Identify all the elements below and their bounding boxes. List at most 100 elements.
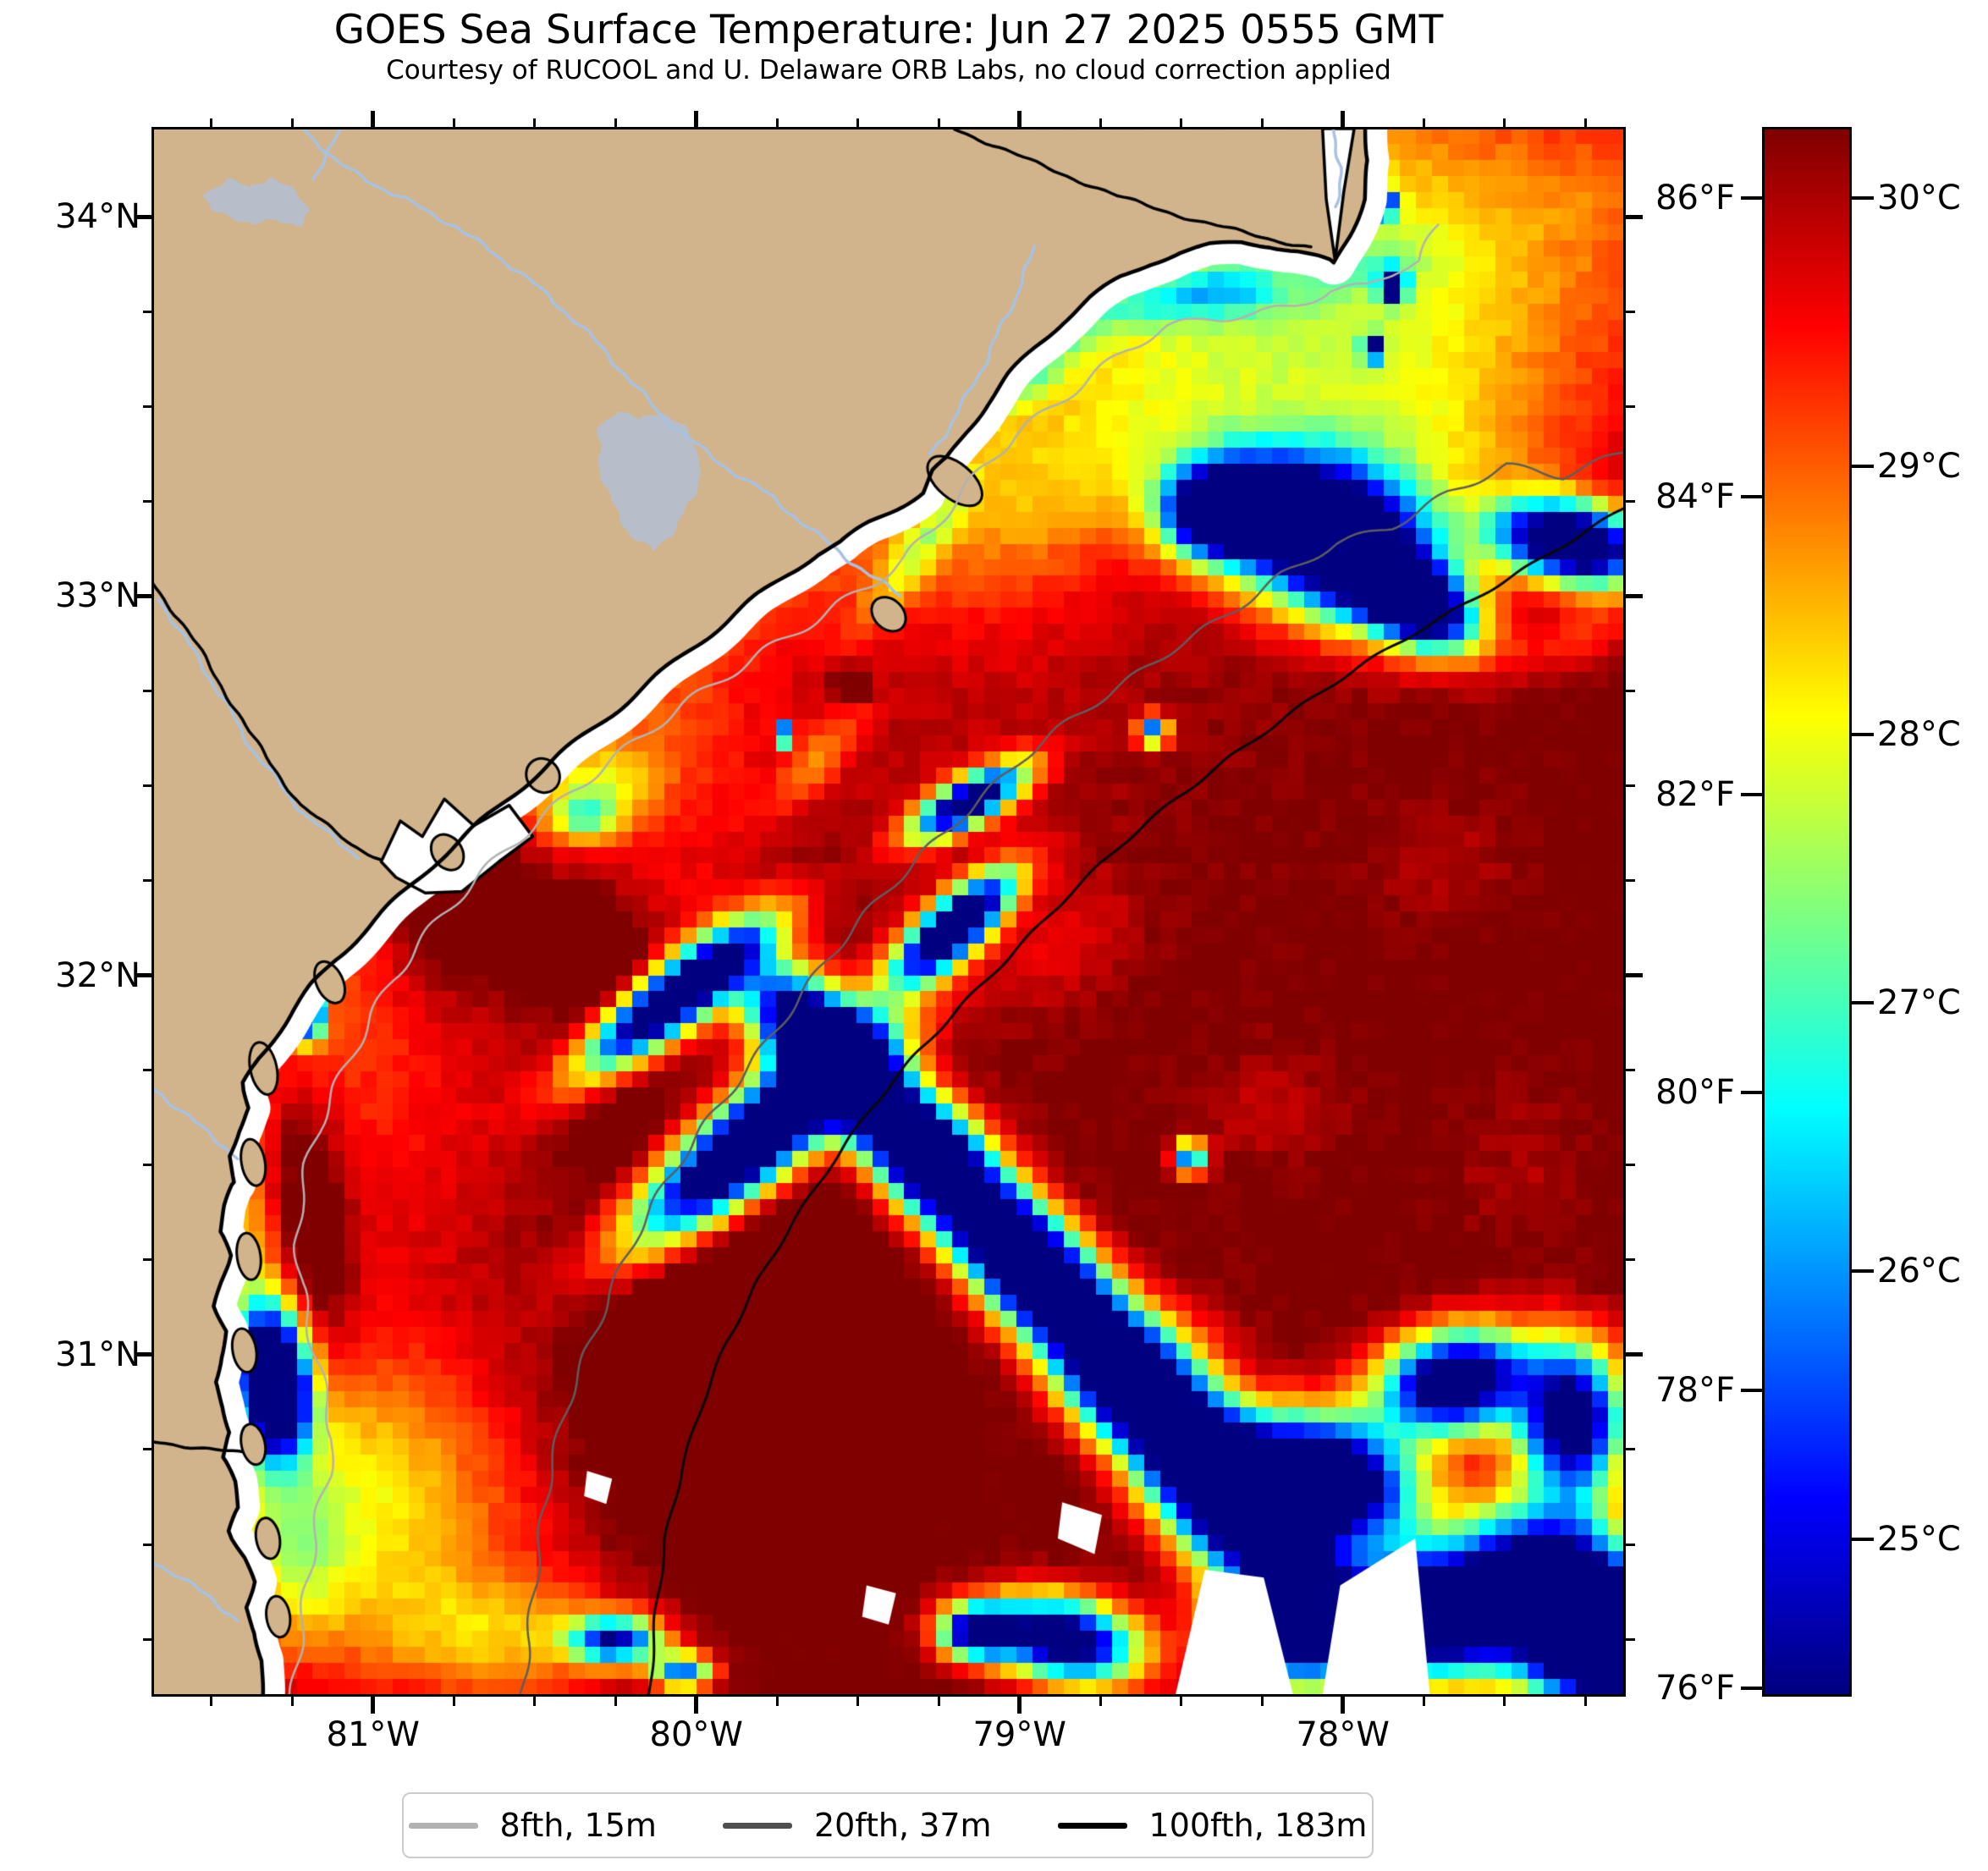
y-major-tick-right <box>1625 973 1643 978</box>
colorbar-f-tick <box>1740 196 1763 201</box>
colorbar-f-tick <box>1740 792 1763 796</box>
y-minor-tick-right <box>1625 499 1635 503</box>
y-minor-tick <box>142 1258 152 1262</box>
colorbar-f-label: 76°F <box>1655 1669 1735 1709</box>
x-minor-tick <box>1422 1696 1425 1706</box>
y-minor-tick-right <box>1625 310 1635 313</box>
colorbar-c-label: 28°C <box>1877 715 1961 755</box>
x-minor-tick-top <box>1180 118 1183 128</box>
y-minor-tick <box>142 1164 152 1167</box>
y-minor-tick-right <box>1625 404 1635 408</box>
legend-line-swatch-100fth <box>1057 1822 1127 1829</box>
y-minor-tick-right <box>1625 1069 1635 1072</box>
legend-item-100fth: 100fth, 183m <box>1057 1807 1368 1844</box>
y-tick-label: 32°N <box>55 955 140 995</box>
x-minor-tick <box>856 1696 860 1706</box>
x-minor-tick <box>1260 1696 1264 1706</box>
x-minor-tick <box>452 1696 455 1706</box>
y-major-tick <box>135 214 152 219</box>
y-major-tick <box>135 593 152 598</box>
colorbar-f-label: 82°F <box>1655 774 1735 814</box>
x-minor-tick-top <box>1099 118 1102 128</box>
x-major-tick-top <box>694 110 699 128</box>
x-minor-tick-top <box>1260 118 1264 128</box>
y-minor-tick <box>142 499 152 503</box>
y-major-tick-right <box>1625 1352 1643 1357</box>
x-minor-tick <box>210 1696 213 1706</box>
x-minor-tick <box>937 1696 940 1706</box>
x-minor-tick-top <box>937 118 940 128</box>
y-major-tick-right <box>1625 214 1643 219</box>
colorbar-f-label: 78°F <box>1655 1371 1735 1411</box>
x-tick-label: 78°W <box>1296 1715 1390 1754</box>
x-minor-tick-top <box>1503 118 1506 128</box>
x-tick-label: 79°W <box>972 1715 1066 1754</box>
y-minor-tick <box>142 1069 152 1072</box>
x-major-tick <box>1017 1696 1022 1714</box>
y-major-tick <box>135 973 152 978</box>
x-minor-tick <box>533 1696 537 1706</box>
y-minor-tick-right <box>1625 784 1635 787</box>
colorbar-c-label: 30°C <box>1877 179 1961 218</box>
y-minor-tick-right <box>1625 879 1635 883</box>
sst-map-canvas <box>153 129 1624 1695</box>
legend-label: 20fth, 37m <box>813 1807 992 1844</box>
x-minor-tick <box>1583 1696 1587 1706</box>
colorbar-c-label: 26°C <box>1877 1252 1961 1291</box>
x-minor-tick <box>290 1696 294 1706</box>
colorbar-c-tick <box>1851 1269 1874 1274</box>
y-minor-tick-right <box>1625 1258 1635 1262</box>
y-minor-tick-right <box>1625 689 1635 692</box>
page-title: GOES Sea Surface Temperature: Jun 27 202… <box>333 7 1444 53</box>
x-minor-tick-top <box>614 118 617 128</box>
x-major-tick-top <box>371 110 376 128</box>
colorbar-c-label: 25°C <box>1877 1520 1961 1560</box>
x-minor-tick-top <box>452 118 455 128</box>
colorbar-canvas <box>1764 129 1850 1695</box>
colorbar-c-label: 27°C <box>1877 983 1961 1023</box>
y-minor-tick <box>142 1637 152 1641</box>
x-minor-tick <box>1503 1696 1506 1706</box>
colorbar-c-tick <box>1851 196 1874 201</box>
y-tick-label: 31°N <box>55 1334 140 1374</box>
colorbar-f-label: 80°F <box>1655 1072 1735 1112</box>
colorbar-f-label: 84°F <box>1655 476 1735 516</box>
x-minor-tick <box>775 1696 779 1706</box>
colorbar-f-tick <box>1740 1389 1763 1393</box>
colorbar-c-tick <box>1851 733 1874 737</box>
y-minor-tick <box>142 784 152 787</box>
y-minor-tick-right <box>1625 1448 1635 1451</box>
y-major-tick <box>135 1352 152 1357</box>
x-minor-tick <box>1180 1696 1183 1706</box>
colorbar-f-tick <box>1740 1687 1763 1691</box>
bathymetry-legend: 8fth, 15m 20fth, 37m 100fth, 183m <box>402 1792 1374 1858</box>
legend-label: 8fth, 15m <box>499 1807 657 1844</box>
x-major-tick-top <box>1017 110 1022 128</box>
x-minor-tick-top <box>210 118 213 128</box>
y-minor-tick <box>142 1448 152 1451</box>
x-tick-label: 80°W <box>649 1715 743 1754</box>
y-minor-tick <box>142 1543 152 1546</box>
x-minor-tick-top <box>856 118 860 128</box>
x-minor-tick-top <box>290 118 294 128</box>
y-tick-label: 33°N <box>55 576 140 616</box>
x-major-tick <box>371 1696 376 1714</box>
y-minor-tick <box>142 310 152 313</box>
colorbar-f-tick <box>1740 1090 1763 1094</box>
y-minor-tick <box>142 879 152 883</box>
y-tick-label: 34°N <box>55 197 140 236</box>
y-minor-tick <box>142 404 152 408</box>
x-minor-tick-top <box>1583 118 1587 128</box>
x-major-tick <box>1341 1696 1346 1714</box>
y-minor-tick-right <box>1625 1637 1635 1641</box>
x-tick-label: 81°W <box>326 1715 420 1754</box>
colorbar-c-tick <box>1851 465 1874 469</box>
y-minor-tick-right <box>1625 1164 1635 1167</box>
legend-label: 100fth, 183m <box>1148 1807 1368 1844</box>
x-major-tick-top <box>1341 110 1346 128</box>
x-minor-tick-top <box>775 118 779 128</box>
colorbar-c-tick <box>1851 1538 1874 1542</box>
legend-item-8fth: 8fth, 15m <box>408 1807 657 1844</box>
x-minor-tick <box>614 1696 617 1706</box>
